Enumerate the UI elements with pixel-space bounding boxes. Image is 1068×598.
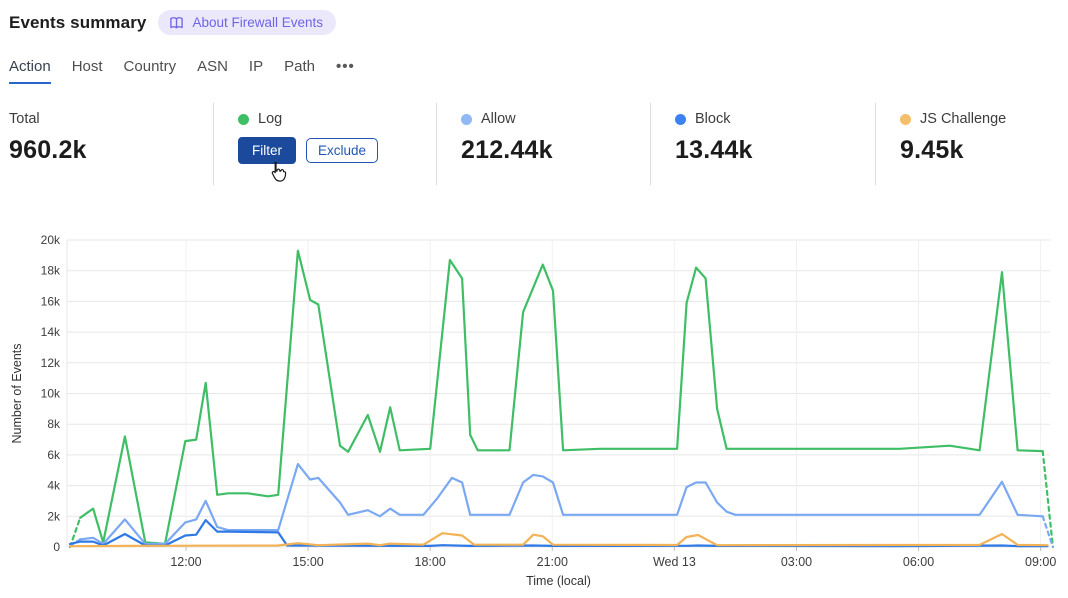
y-tick-label: 8k: [47, 417, 61, 431]
js-challenge-series-dot: [900, 113, 911, 125]
stat-block-label: Block: [695, 111, 731, 127]
stat-js-challenge-label: JS Challenge: [920, 111, 1007, 127]
series-log-line: [79, 249, 1044, 545]
y-tick-label: 10k: [41, 387, 61, 401]
tab-bar: Action Host Country ASN IP Path •••: [9, 58, 355, 84]
log-series-dot: [238, 113, 249, 125]
x-tick-label: 06:00: [903, 555, 934, 569]
x-tick-label: 15:00: [292, 555, 323, 569]
stat-block-value: 13.44k: [675, 136, 753, 164]
tab-country[interactable]: Country: [123, 58, 177, 75]
exclude-button[interactable]: Exclude: [306, 138, 379, 163]
stat-log-header: Log: [238, 111, 436, 127]
series-log-dashed-head: [68, 516, 82, 549]
stat-allow-label: Allow: [481, 111, 516, 127]
x-tick-label: 18:00: [415, 555, 446, 569]
y-axis-title: Number of Events: [10, 343, 24, 443]
series-allow-line: [79, 463, 1044, 545]
x-axis-title: Time (local): [526, 574, 591, 588]
x-tick-label: Wed 13: [653, 555, 696, 569]
stat-total: Total 960.2k: [0, 103, 213, 185]
x-tick-label: 03:00: [781, 555, 812, 569]
stat-total-label: Total: [9, 111, 40, 127]
x-tick-label: 09:00: [1025, 555, 1056, 569]
stats-row: Total 960.2k Log Filter Exclude Allow 21…: [0, 103, 1068, 185]
stat-log-label: Log: [258, 111, 283, 127]
x-tick-label: 12:00: [170, 555, 201, 569]
y-tick-label: 20k: [41, 233, 61, 247]
y-tick-label: 16k: [41, 294, 61, 308]
y-tick-label: 4k: [47, 479, 61, 493]
series-log-dashed-tail: [1041, 450, 1055, 549]
stat-block-header: Block: [675, 111, 875, 127]
tab-more[interactable]: •••: [335, 58, 355, 75]
open-book-icon: [170, 17, 184, 29]
stat-block: Block 13.44k: [650, 103, 875, 185]
stat-js-challenge-header: JS Challenge: [900, 111, 1068, 127]
tab-path[interactable]: Path: [284, 58, 315, 75]
block-series-dot: [675, 113, 686, 125]
stat-log: Log Filter Exclude: [213, 103, 436, 185]
tab-ip[interactable]: IP: [248, 58, 264, 75]
stat-allow-value: 212.44k: [461, 136, 553, 164]
filter-button[interactable]: Filter: [238, 137, 296, 164]
series-allow-dashed-tail: [1041, 515, 1055, 549]
y-tick-label: 18k: [41, 264, 61, 278]
stat-allow-header: Allow: [461, 111, 650, 127]
tab-asn[interactable]: ASN: [197, 58, 228, 75]
header: Events summary About Firewall Events: [9, 10, 337, 35]
series-js-challenge-line: [68, 532, 1049, 548]
series-allow-dashed-head: [68, 538, 82, 548]
x-tick-label: 21:00: [537, 555, 568, 569]
about-firewall-events-badge[interactable]: About Firewall Events: [158, 10, 337, 35]
badge-label: About Firewall Events: [192, 15, 324, 30]
tab-action[interactable]: Action: [9, 58, 51, 84]
stat-js-challenge: JS Challenge 9.45k: [875, 103, 1068, 185]
allow-series-dot: [461, 113, 472, 125]
stat-total-value: 960.2k: [9, 136, 87, 164]
stat-allow: Allow 212.44k: [436, 103, 650, 185]
series-block-line: [68, 519, 1049, 548]
page-title: Events summary: [9, 12, 147, 32]
stat-js-challenge-value: 9.45k: [900, 136, 964, 164]
log-actions: Filter Exclude: [238, 137, 436, 164]
y-tick-label: 14k: [41, 325, 61, 339]
tab-host[interactable]: Host: [71, 58, 103, 75]
y-tick-label: 12k: [41, 356, 61, 370]
y-tick-label: 2k: [47, 509, 61, 523]
y-tick-label: 6k: [47, 448, 61, 462]
events-time-series-chart: 0 2k 4k 6k 8k 10k 12k 14k 16k 18k 20k 12:00 15:00 18:…: [10, 233, 1056, 588]
y-tick-label: 0: [53, 540, 60, 554]
